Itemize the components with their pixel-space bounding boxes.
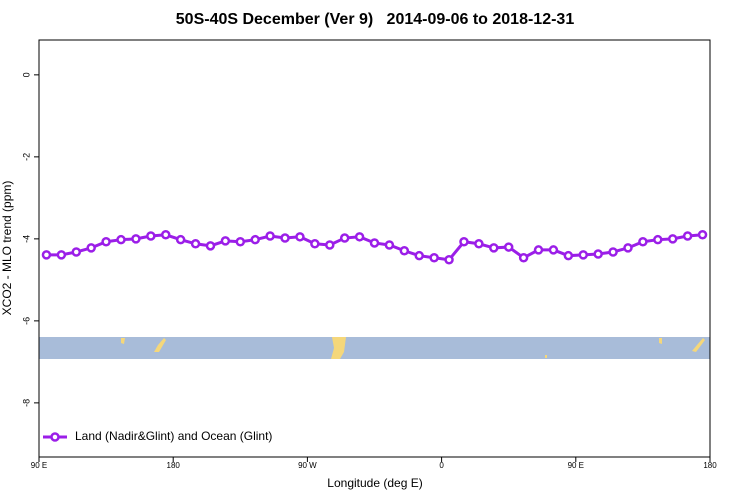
point [608,247,618,257]
legend-label: Land (Nadir&Glint) and Ocean (Glint) [75,429,272,443]
x-tick-label: 90 E [31,461,47,470]
point [697,230,708,240]
point [518,252,529,263]
point [593,249,603,259]
point [71,247,82,257]
y-axis-label: XCO2 - MLO trend (ppm) [0,181,14,316]
point [653,234,663,245]
x-tick-label: 90 W [298,461,317,470]
point [101,236,111,247]
point [354,232,365,242]
point [265,231,275,241]
point [667,234,678,244]
point [339,233,350,243]
point [146,231,156,241]
point [220,236,231,246]
x-axis-label: Longitude (deg E) [327,476,422,490]
point [623,243,633,253]
land-ocean-strip [39,337,710,359]
legend-marker [50,432,60,442]
point [489,243,499,253]
point [86,243,96,253]
y-tick-label: 0 [21,72,31,77]
point [116,234,126,245]
point [414,250,424,261]
point [638,236,648,247]
plot-frame [38,39,711,458]
point [325,240,335,250]
point [280,233,290,243]
point [682,231,693,241]
point [175,234,186,245]
point [548,245,559,255]
point [160,230,171,240]
point [384,240,395,250]
x-tick-label: 180 [703,461,717,470]
point [429,252,439,263]
x-tick-label: 90 E [568,461,584,470]
point [563,250,574,261]
point [369,238,380,248]
y-tick-label: -2 [21,153,31,161]
point [474,239,484,249]
point [503,242,514,252]
point [205,241,216,251]
x-tick-label: 0 [439,461,444,470]
point [41,250,52,260]
point [295,232,305,242]
x-tick-label: 180 [167,461,181,470]
y-tick-label: -8 [21,399,31,407]
point [190,239,201,249]
point [250,234,260,245]
point [578,250,589,260]
y-tick-label: -4 [21,235,31,243]
point [310,239,320,249]
point [444,255,454,265]
point [459,236,469,247]
point [131,234,141,244]
point [533,245,544,255]
point [56,250,67,260]
point [399,246,410,256]
y-tick-label: -6 [21,317,31,325]
chart-title: 50S-40S December (Ver 9) 2014-09-06 to 2… [176,11,575,28]
point [235,236,246,247]
